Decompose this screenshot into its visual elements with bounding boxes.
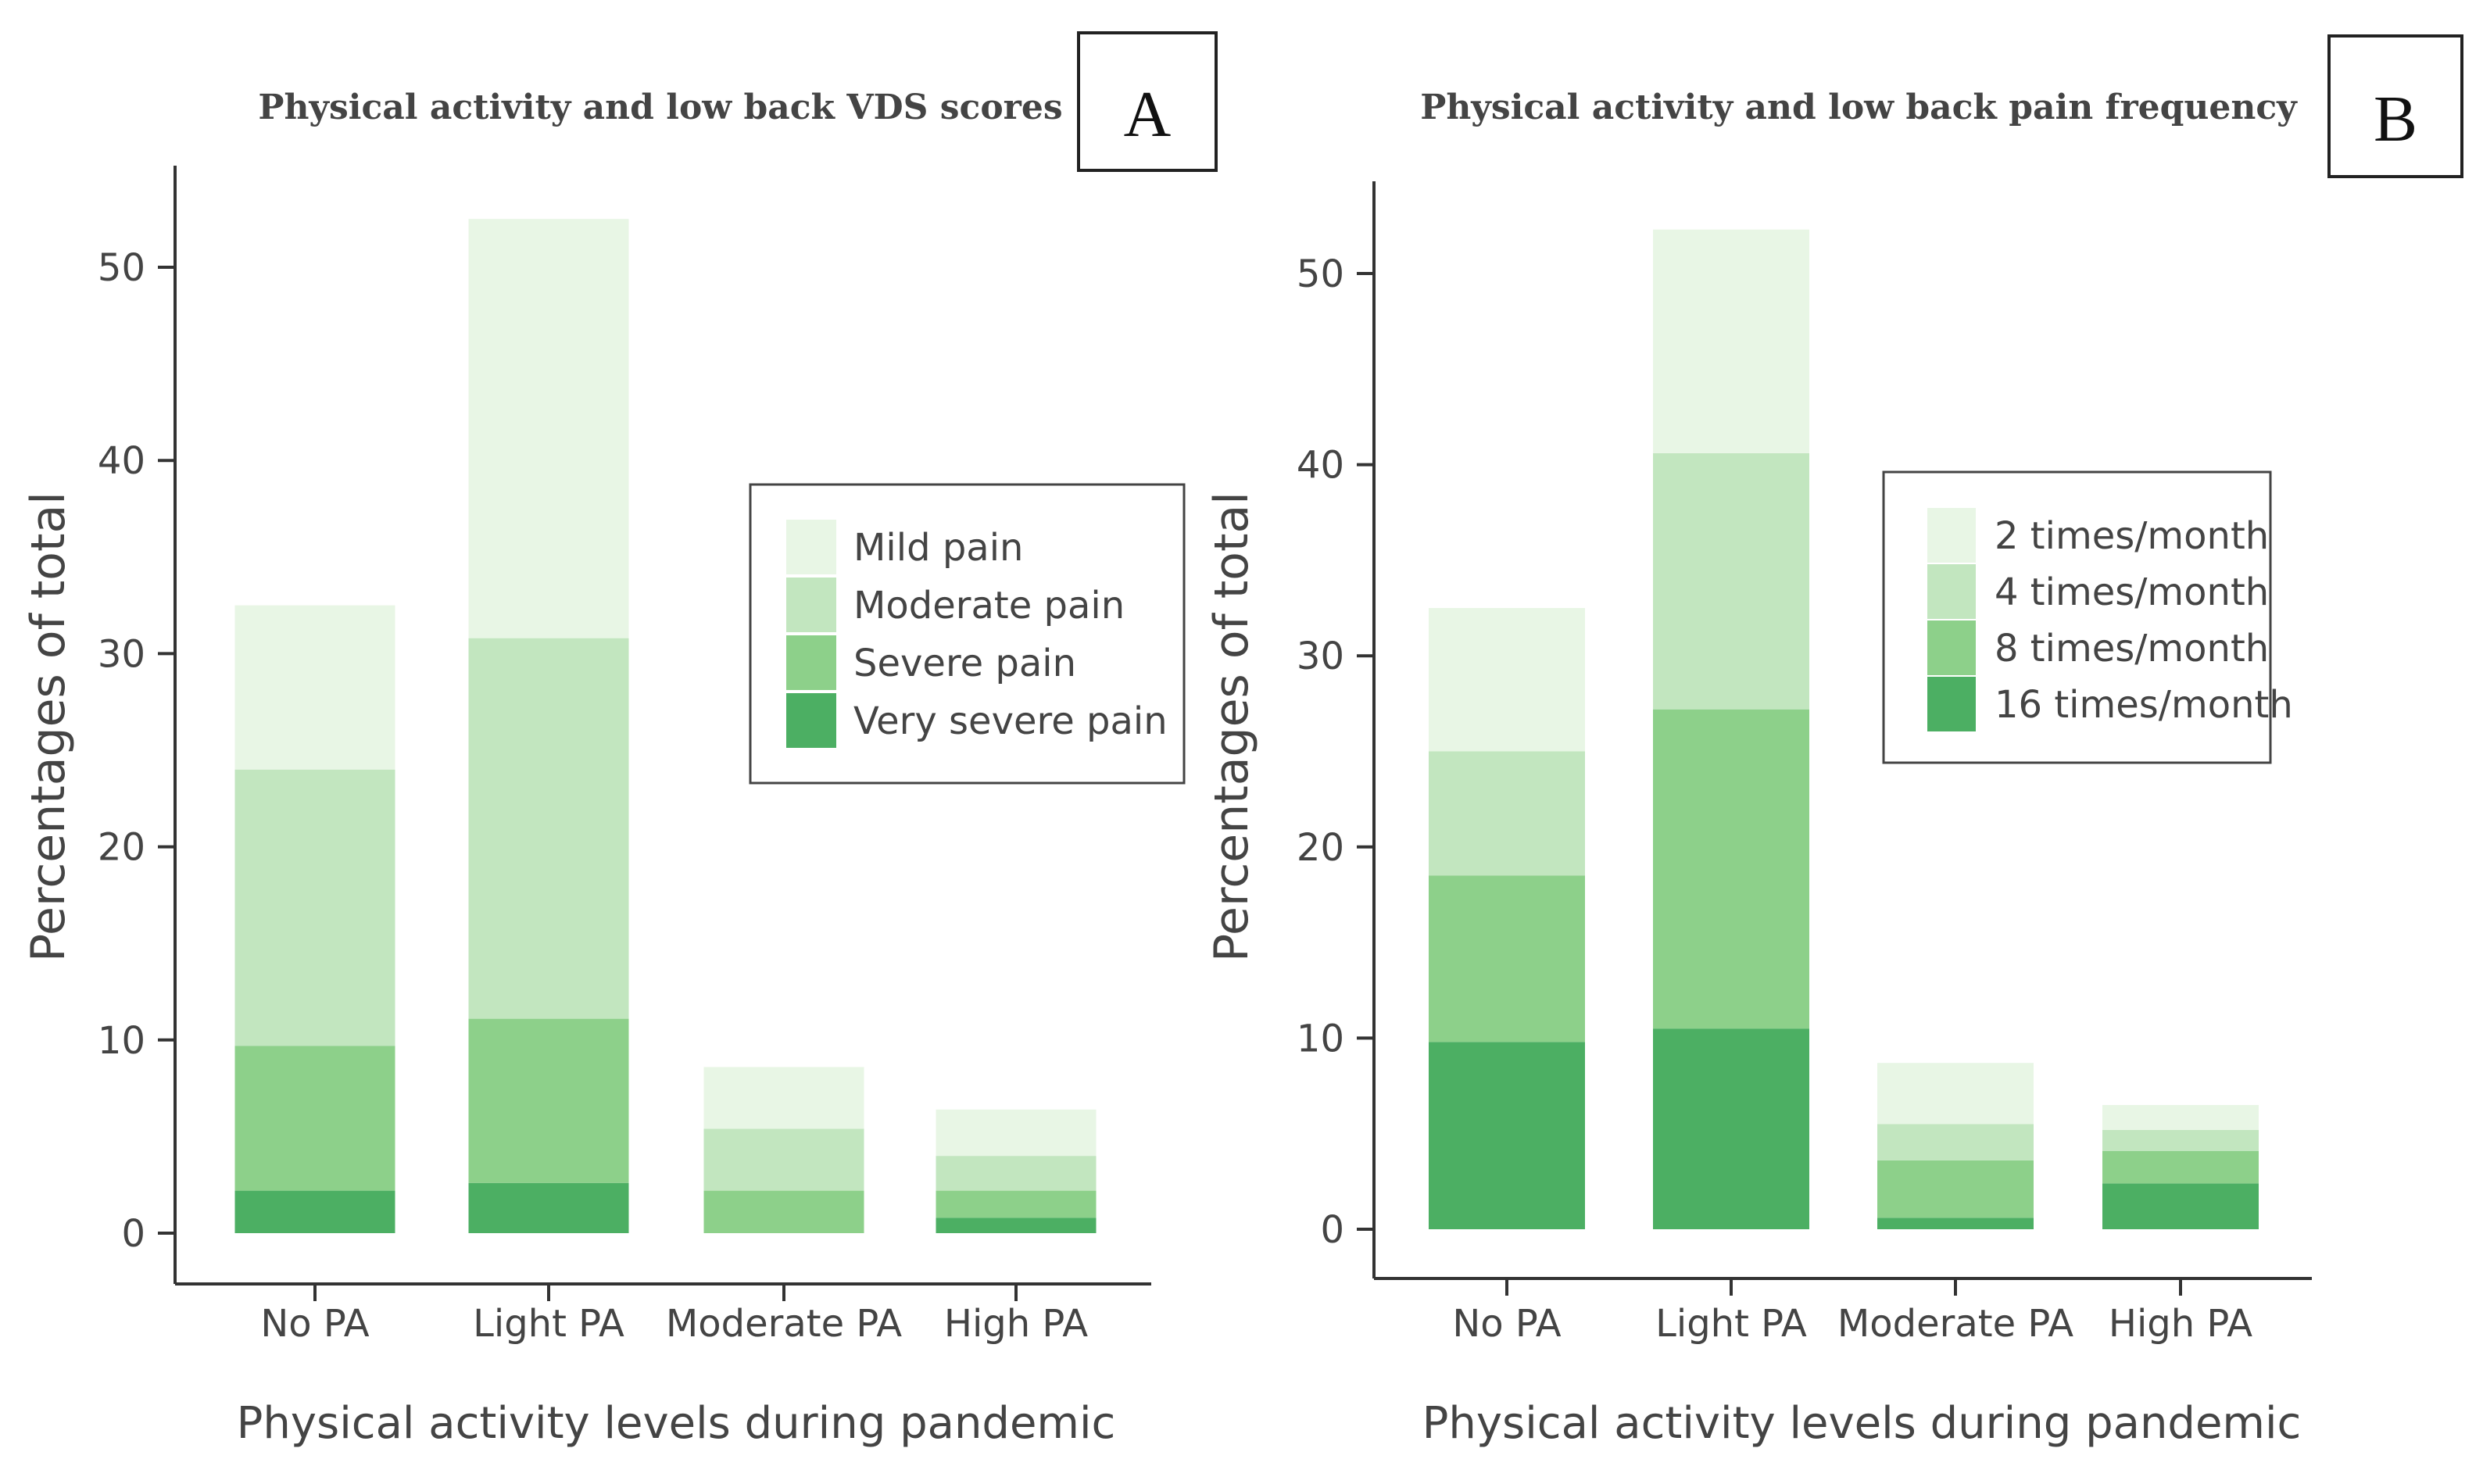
x-tick-label: High PA bbox=[2109, 1302, 2252, 1346]
y-tick-label: 50 bbox=[98, 246, 145, 290]
y-tick-label: 10 bbox=[1297, 1017, 1344, 1060]
y-tick-label: 30 bbox=[1297, 635, 1344, 678]
bar-segment-high-pa-16-times-month bbox=[2102, 1183, 2259, 1229]
y-tick-label: 50 bbox=[1297, 252, 1344, 296]
panel-label: A bbox=[1124, 78, 1172, 151]
x-tick-label: Light PA bbox=[1655, 1302, 1807, 1346]
chart-title: Physical activity and low back VDS score… bbox=[258, 88, 1062, 127]
panel-label: B bbox=[2374, 83, 2417, 156]
legend-label: 4 times/month bbox=[1995, 570, 2269, 614]
legend-label: 8 times/month bbox=[1995, 627, 2269, 670]
y-axis-title: Percentages of total bbox=[1204, 492, 1259, 962]
bar-segment-moderate-pa-severe-pain bbox=[703, 1190, 864, 1233]
bar-segment-no-pa-4-times-month bbox=[1429, 751, 1585, 876]
bar-segment-light-pa-mild-pain bbox=[468, 219, 629, 638]
y-tick-label: 10 bbox=[98, 1019, 145, 1063]
bar-segment-high-pa-4-times-month bbox=[2102, 1129, 2259, 1151]
bar-segment-no-pa-severe-pain bbox=[234, 1046, 395, 1191]
bar-segment-light-pa-very-severe-pain bbox=[468, 1182, 629, 1233]
x-tick-label: No PA bbox=[1452, 1302, 1561, 1346]
x-tick-label: High PA bbox=[944, 1302, 1088, 1346]
y-tick-label: 40 bbox=[98, 439, 145, 483]
bar-segment-high-pa-moderate-pain bbox=[936, 1156, 1097, 1191]
legend-label: Mild pain bbox=[853, 526, 1023, 570]
bar-segment-no-pa-moderate-pain bbox=[234, 769, 395, 1046]
x-tick-label: Moderate PA bbox=[666, 1302, 902, 1346]
bar-segment-high-pa-very-severe-pain bbox=[936, 1218, 1097, 1233]
bar-segment-no-pa-16-times-month bbox=[1429, 1042, 1585, 1229]
legend-swatch bbox=[1927, 564, 1976, 619]
y-tick-label: 40 bbox=[1297, 444, 1344, 488]
y-tick-label: 20 bbox=[1297, 826, 1344, 870]
bar-segment-moderate-pa-8-times-month bbox=[1877, 1160, 2034, 1218]
bar-segment-light-pa-moderate-pain bbox=[468, 638, 629, 1019]
bar-segment-no-pa-8-times-month bbox=[1429, 875, 1585, 1042]
legend-swatch bbox=[786, 693, 836, 748]
legend-label: Very severe pain bbox=[853, 699, 1168, 743]
legend-label: 2 times/month bbox=[1995, 514, 2269, 558]
bar-segment-high-pa-2-times-month bbox=[2102, 1105, 2259, 1130]
y-tick-label: 30 bbox=[98, 632, 145, 676]
legend-swatch bbox=[1927, 677, 1976, 731]
legend-swatch bbox=[1927, 508, 1976, 563]
x-tick-label: Moderate PA bbox=[1837, 1302, 2073, 1346]
legend-swatch bbox=[786, 520, 836, 574]
bar-segment-high-pa-severe-pain bbox=[936, 1190, 1097, 1218]
x-axis-title: Physical activity levels during pandemic bbox=[237, 1398, 1116, 1449]
x-tick-label: Light PA bbox=[473, 1302, 624, 1346]
bar-segment-moderate-pa-moderate-pain bbox=[703, 1128, 864, 1191]
chart-title: Physical activity and low back pain freq… bbox=[1420, 88, 2298, 127]
chart-panel-b: Physical activity and low back pain freq… bbox=[1204, 34, 2463, 1449]
legend: Mild pain Moderate pain Severe pain Very se… bbox=[749, 483, 1186, 785]
bar-segment-no-pa-2-times-month bbox=[1429, 608, 1585, 752]
legend-swatch bbox=[1927, 620, 1976, 675]
bar-segment-light-pa-4-times-month bbox=[1653, 452, 1809, 710]
legend-label: Severe pain bbox=[853, 642, 1076, 685]
bar-segment-moderate-pa-mild-pain bbox=[703, 1067, 864, 1129]
y-tick-label: 0 bbox=[121, 1212, 145, 1256]
chart-panel-a: Physical activity and low back VDS score… bbox=[21, 31, 1218, 1449]
bar-segment-moderate-pa-4-times-month bbox=[1877, 1124, 2034, 1160]
legend-label: Moderate pain bbox=[853, 584, 1125, 628]
bar-segment-no-pa-mild-pain bbox=[234, 605, 395, 770]
bar-segment-moderate-pa-2-times-month bbox=[1877, 1063, 2034, 1125]
bar-segment-no-pa-very-severe-pain bbox=[234, 1190, 395, 1233]
y-tick-label: 0 bbox=[1320, 1208, 1344, 1252]
bar-segment-light-pa-severe-pain bbox=[468, 1018, 629, 1183]
legend-swatch bbox=[786, 578, 836, 632]
panel-label-box bbox=[1077, 31, 1218, 172]
panel-label-box bbox=[2327, 34, 2463, 178]
bar-segment-light-pa-16-times-month bbox=[1653, 1028, 1809, 1229]
bar-segment-light-pa-2-times-month bbox=[1653, 229, 1809, 453]
y-tick-label: 20 bbox=[98, 826, 145, 870]
legend-label: 16 times/month bbox=[1995, 683, 2293, 727]
x-tick-label: No PA bbox=[260, 1302, 369, 1346]
y-axis-title: Percentages of total bbox=[21, 492, 76, 962]
legend: 2 times/month 4 times/month 8 times/month 1… bbox=[1882, 470, 2293, 764]
legend-swatch bbox=[786, 635, 836, 690]
bar-segment-high-pa-8-times-month bbox=[2102, 1150, 2259, 1184]
bar-segment-moderate-pa-16-times-month bbox=[1877, 1218, 2034, 1229]
x-axis-title: Physical activity levels during pandemic bbox=[1422, 1398, 2302, 1449]
bar-segment-light-pa-8-times-month bbox=[1653, 709, 1809, 1029]
bar-segment-high-pa-mild-pain bbox=[936, 1109, 1097, 1157]
